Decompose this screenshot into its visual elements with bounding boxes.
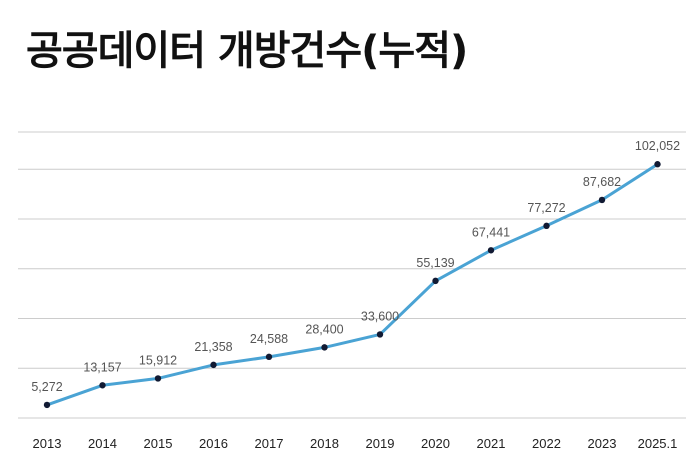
- x-tick-label: 2021: [477, 436, 506, 451]
- data-label: 21,358: [194, 340, 232, 354]
- data-labels: 5,272 13,157 15,912 21,358 24,588 28,400 33,60…: [31, 139, 680, 394]
- x-tick-label: 2023: [588, 436, 617, 451]
- data-point: [487, 247, 495, 254]
- data-point: [432, 277, 439, 285]
- chart-title: 공공데이터 개방건수(누적): [26, 28, 468, 74]
- x-tick-label: 2025.1: [638, 436, 678, 451]
- data-point: [321, 344, 328, 351]
- data-label: 67,441: [472, 225, 510, 239]
- data-label: 87,682: [583, 175, 621, 189]
- x-tick-label: 2013: [33, 436, 62, 451]
- series-line: [45, 162, 659, 407]
- x-tick-label: 2017: [255, 436, 284, 451]
- data-label: 55,139: [416, 256, 454, 270]
- data-label: 77,272: [527, 201, 565, 215]
- data-label: 5,272: [31, 380, 62, 394]
- data-point: [376, 331, 384, 338]
- data-point: [598, 196, 606, 204]
- data-label: 33,600: [361, 309, 399, 323]
- data-label: 28,400: [305, 322, 343, 336]
- x-tick-label: 2022: [532, 436, 561, 451]
- data-label: 24,588: [250, 332, 288, 346]
- data-point: [99, 382, 106, 389]
- data-point: [265, 353, 273, 361]
- data-label: 15,912: [139, 353, 177, 367]
- x-tick-label: 2015: [144, 436, 173, 451]
- data-label: 13,157: [83, 360, 121, 374]
- data-point: [210, 361, 217, 369]
- x-axis-ticks: 2013 2014 2015 2016 2017 2018 2019 2020 2021 2022…: [33, 436, 678, 451]
- data-point: [43, 401, 51, 409]
- data-label: 102,052: [635, 139, 680, 153]
- x-tick-label: 2014: [88, 436, 117, 451]
- x-tick-label: 2019: [366, 436, 395, 451]
- x-tick-label: 2020: [421, 436, 450, 451]
- data-points: [43, 161, 661, 409]
- data-point: [154, 375, 162, 382]
- data-point: [543, 222, 550, 230]
- gridlines: [18, 131, 686, 419]
- x-tick-label: 2018: [310, 436, 339, 451]
- data-point: [654, 161, 661, 168]
- x-tick-label: 2016: [199, 436, 228, 451]
- series-line-layer: [45, 162, 659, 407]
